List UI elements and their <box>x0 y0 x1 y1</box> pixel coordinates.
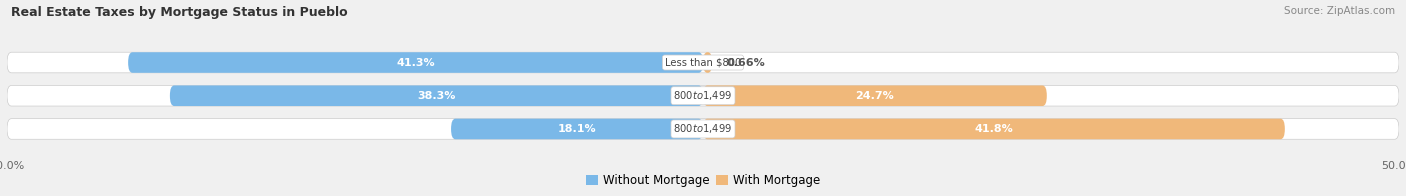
Text: 41.3%: 41.3% <box>396 57 434 67</box>
Text: 18.1%: 18.1% <box>558 124 596 134</box>
Legend: Without Mortgage, With Mortgage: Without Mortgage, With Mortgage <box>581 169 825 192</box>
FancyBboxPatch shape <box>703 52 713 73</box>
Text: 24.7%: 24.7% <box>855 91 894 101</box>
Text: 41.8%: 41.8% <box>974 124 1014 134</box>
FancyBboxPatch shape <box>128 52 703 73</box>
FancyBboxPatch shape <box>703 119 1285 139</box>
FancyBboxPatch shape <box>7 52 1399 73</box>
FancyBboxPatch shape <box>170 85 703 106</box>
Text: 0.66%: 0.66% <box>725 57 765 67</box>
Text: Less than $800: Less than $800 <box>665 57 741 67</box>
FancyBboxPatch shape <box>451 119 703 139</box>
Text: $800 to $1,499: $800 to $1,499 <box>673 89 733 102</box>
Text: Source: ZipAtlas.com: Source: ZipAtlas.com <box>1284 6 1395 16</box>
Text: Real Estate Taxes by Mortgage Status in Pueblo: Real Estate Taxes by Mortgage Status in … <box>11 6 347 19</box>
FancyBboxPatch shape <box>703 85 1047 106</box>
Text: $800 to $1,499: $800 to $1,499 <box>673 122 733 135</box>
FancyBboxPatch shape <box>7 119 1399 139</box>
Text: 38.3%: 38.3% <box>418 91 456 101</box>
FancyBboxPatch shape <box>7 85 1399 106</box>
